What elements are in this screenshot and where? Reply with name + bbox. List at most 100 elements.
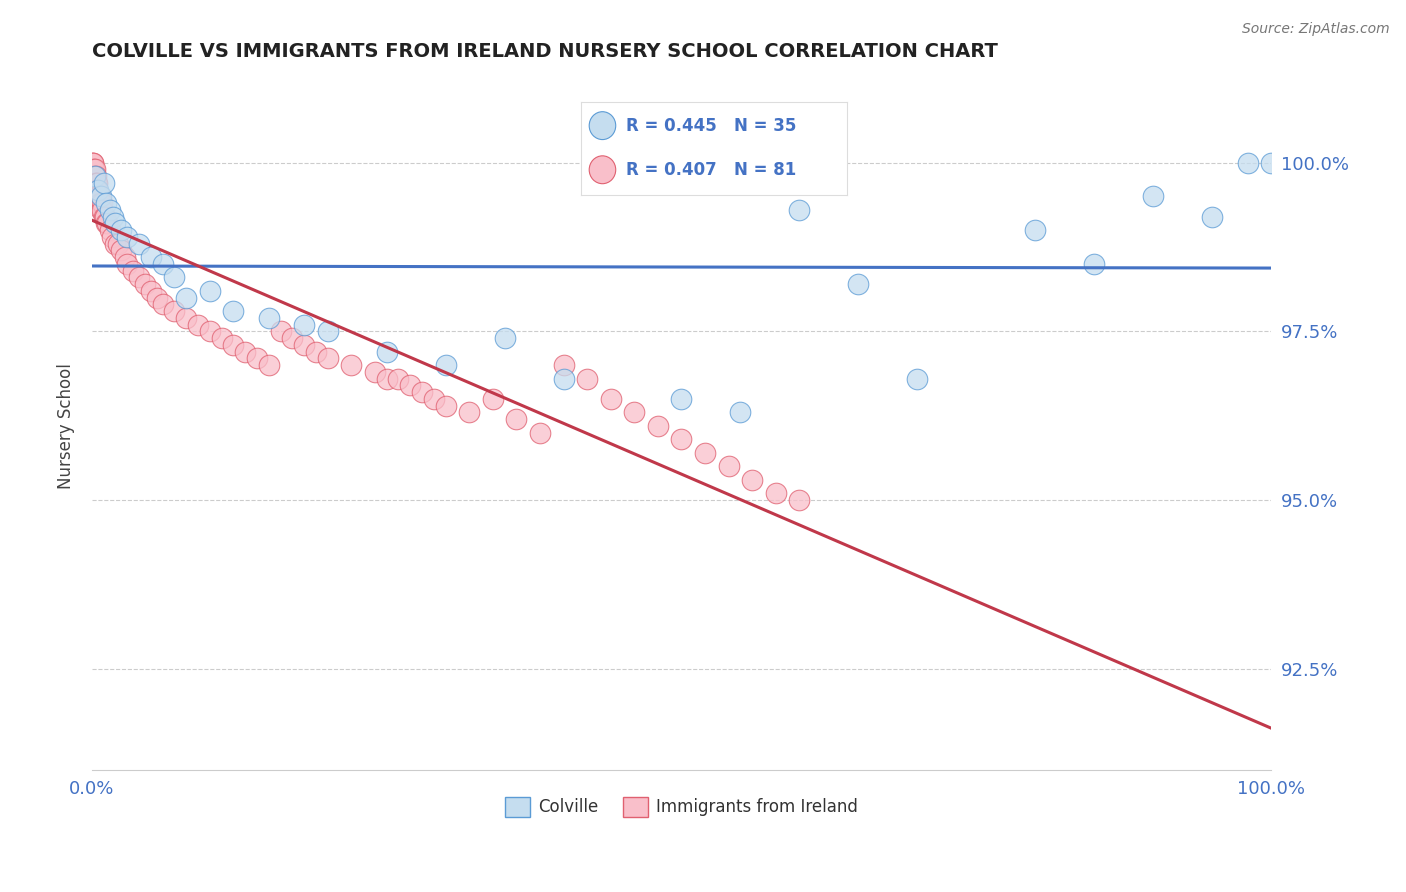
- Point: [94, 196, 117, 211]
- Point: [730, 405, 752, 419]
- Point: [693, 446, 716, 460]
- Point: [198, 284, 221, 298]
- Point: [82, 155, 104, 169]
- Point: [87, 189, 110, 203]
- Point: [316, 351, 339, 366]
- Point: [91, 202, 114, 217]
- Point: [789, 202, 811, 217]
- Point: [82, 162, 104, 177]
- Point: [1260, 155, 1282, 169]
- Point: [270, 325, 292, 339]
- Point: [128, 236, 150, 251]
- Point: [87, 196, 110, 211]
- Point: [364, 365, 387, 379]
- Point: [115, 257, 138, 271]
- Point: [1142, 189, 1164, 203]
- Point: [576, 371, 599, 385]
- Point: [257, 358, 280, 372]
- Point: [233, 344, 256, 359]
- Point: [90, 202, 112, 217]
- Point: [174, 310, 197, 325]
- Point: [152, 257, 174, 271]
- Point: [1236, 155, 1258, 169]
- Point: [599, 392, 621, 406]
- Point: [84, 176, 107, 190]
- Point: [671, 433, 693, 447]
- Point: [846, 277, 869, 292]
- Point: [789, 493, 811, 508]
- Point: [89, 189, 111, 203]
- Point: [741, 473, 763, 487]
- Point: [115, 230, 138, 244]
- Point: [86, 189, 108, 203]
- Point: [110, 223, 132, 237]
- Point: [104, 236, 127, 251]
- Point: [104, 217, 127, 231]
- Point: [187, 318, 209, 332]
- Point: [89, 196, 111, 211]
- Point: [83, 169, 105, 184]
- Point: [211, 331, 233, 345]
- Point: [623, 405, 645, 419]
- Point: [84, 176, 107, 190]
- Point: [86, 183, 108, 197]
- Point: [411, 385, 433, 400]
- Point: [84, 176, 107, 190]
- Point: [1083, 257, 1105, 271]
- Point: [82, 155, 104, 169]
- Point: [198, 325, 221, 339]
- Point: [86, 183, 108, 197]
- Point: [83, 162, 105, 177]
- Point: [481, 392, 503, 406]
- Point: [87, 189, 110, 203]
- Point: [84, 169, 107, 184]
- Point: [1024, 223, 1046, 237]
- Point: [86, 183, 108, 197]
- Point: [434, 399, 457, 413]
- Point: [434, 358, 457, 372]
- Point: [101, 230, 124, 244]
- Point: [316, 325, 339, 339]
- Point: [671, 392, 693, 406]
- Point: [163, 304, 186, 318]
- Point: [94, 217, 117, 231]
- Point: [246, 351, 269, 366]
- Point: [163, 270, 186, 285]
- Point: [107, 236, 129, 251]
- Point: [387, 371, 409, 385]
- Point: [529, 425, 551, 440]
- Point: [505, 412, 527, 426]
- Point: [93, 176, 115, 190]
- Point: [647, 418, 669, 433]
- Point: [94, 210, 117, 224]
- Point: [83, 162, 105, 177]
- Point: [83, 169, 105, 184]
- Point: [110, 244, 132, 258]
- Point: [292, 338, 315, 352]
- Point: [905, 371, 928, 385]
- Point: [257, 310, 280, 325]
- Point: [1201, 210, 1223, 224]
- Point: [222, 304, 245, 318]
- Point: [128, 270, 150, 285]
- Point: [174, 291, 197, 305]
- Point: [458, 405, 481, 419]
- Point: [86, 176, 108, 190]
- Point: [292, 318, 315, 332]
- Point: [399, 378, 422, 392]
- Point: [96, 217, 118, 231]
- Point: [553, 371, 575, 385]
- Point: [765, 486, 787, 500]
- Point: [114, 250, 136, 264]
- Point: [222, 338, 245, 352]
- Point: [340, 358, 363, 372]
- Point: [101, 210, 124, 224]
- Point: [139, 250, 162, 264]
- Point: [83, 169, 105, 184]
- Point: [139, 284, 162, 298]
- Point: [93, 210, 115, 224]
- Point: [90, 189, 112, 203]
- Point: [84, 169, 107, 184]
- Point: [145, 291, 167, 305]
- Point: [553, 358, 575, 372]
